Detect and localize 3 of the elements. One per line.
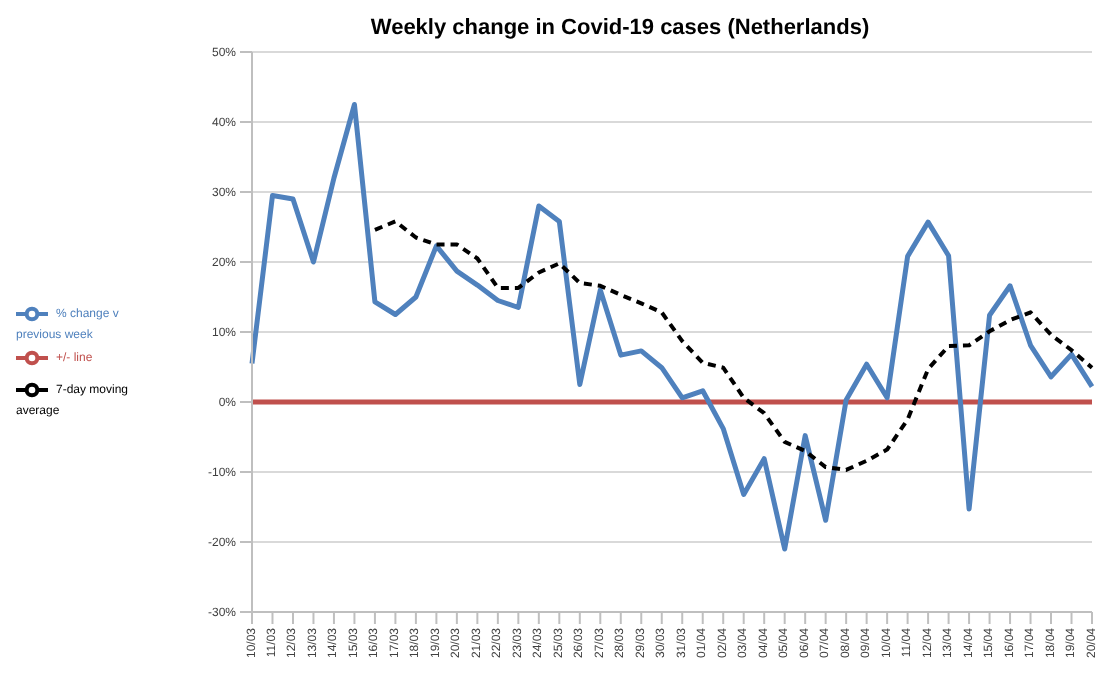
line-series xyxy=(372,219,1094,472)
line-series xyxy=(249,102,1095,552)
chart-title: Weekly change in Covid-19 cases (Netherlands) xyxy=(368,16,872,40)
